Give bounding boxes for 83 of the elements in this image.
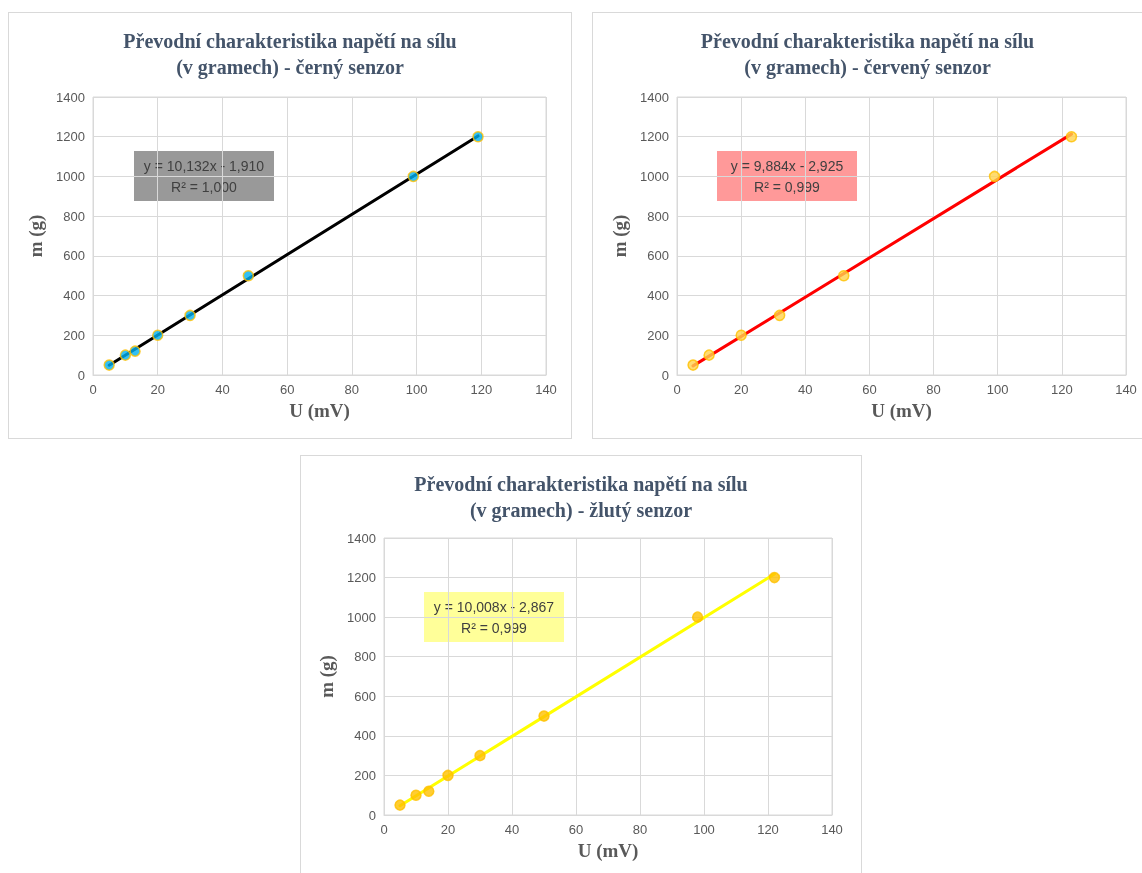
point bbox=[773, 309, 786, 322]
point bbox=[394, 799, 406, 811]
point bbox=[538, 710, 550, 722]
x-tick-label: 0 bbox=[380, 822, 388, 837]
point bbox=[410, 789, 422, 801]
point bbox=[768, 571, 781, 584]
y-axis-title: m (g) bbox=[25, 214, 48, 258]
annotation: y = 9,884x - 2,925 bbox=[730, 157, 844, 174]
point bbox=[691, 611, 704, 623]
y-tick-label: 1200 bbox=[347, 570, 376, 586]
x-tick-label: 80 bbox=[344, 382, 360, 397]
y-tick-label: 600 bbox=[354, 688, 376, 704]
y-tick-label: 0 bbox=[368, 807, 376, 823]
point bbox=[103, 359, 115, 371]
x-tick-label: 100 bbox=[405, 382, 428, 397]
point bbox=[703, 349, 715, 361]
y-tick-label: 1200 bbox=[56, 129, 85, 145]
x-tick-label: 20 bbox=[150, 382, 165, 397]
x-tick-label: 100 bbox=[986, 382, 1009, 397]
x-axis-title: U (mV) bbox=[577, 839, 639, 862]
x-tick-label: 0 bbox=[89, 382, 97, 397]
x-tick-label: 140 bbox=[821, 822, 843, 837]
point bbox=[988, 170, 1001, 183]
y-tick-label: 800 bbox=[354, 649, 376, 665]
x-tick-label: 100 bbox=[693, 822, 715, 837]
point bbox=[407, 170, 420, 183]
y-axis-title: m (g) bbox=[609, 214, 632, 258]
x-tick-label: 0 bbox=[673, 382, 681, 397]
x-tick-label: 120 bbox=[1051, 382, 1073, 397]
y-tick-label: 1000 bbox=[347, 609, 376, 625]
y-tick-label: 200 bbox=[63, 327, 85, 343]
point bbox=[687, 359, 699, 371]
x-tick-label: 120 bbox=[470, 382, 493, 397]
point bbox=[151, 329, 164, 342]
y-tick-label: 400 bbox=[63, 288, 85, 304]
x-tick-label: 80 bbox=[632, 822, 648, 837]
point bbox=[474, 749, 486, 762]
y-tick-label: 400 bbox=[647, 288, 669, 304]
point bbox=[838, 269, 850, 282]
x-tick-label: 60 bbox=[279, 382, 295, 397]
y-tick-label: 1400 bbox=[640, 89, 669, 105]
y-tick-label: 600 bbox=[63, 248, 85, 264]
y-tick-label: 200 bbox=[647, 327, 669, 343]
x-tick-label: 40 bbox=[798, 382, 813, 397]
point bbox=[119, 349, 132, 361]
y-tick-label: 1200 bbox=[640, 129, 669, 145]
x-tick-label: 20 bbox=[440, 822, 456, 837]
y-tick-label: 1000 bbox=[640, 168, 669, 184]
x-tick-label: 60 bbox=[862, 382, 877, 397]
y-tick-label: 1000 bbox=[56, 168, 85, 184]
x-tick-label: 80 bbox=[926, 382, 941, 397]
x-tick-label: 20 bbox=[733, 382, 749, 397]
point bbox=[423, 785, 435, 797]
x-tick-label: 40 bbox=[504, 822, 520, 837]
y-tick-label: 800 bbox=[63, 208, 85, 224]
x-tick-label: 140 bbox=[535, 382, 557, 397]
x-axis-title: U (mV) bbox=[871, 399, 932, 422]
point bbox=[242, 269, 255, 282]
point bbox=[1065, 130, 1078, 143]
point bbox=[735, 329, 747, 342]
point bbox=[472, 130, 484, 143]
y-axis-title: m (g) bbox=[316, 655, 339, 698]
y-tick-label: 200 bbox=[354, 767, 376, 783]
point bbox=[184, 309, 196, 322]
y-tick-label: 800 bbox=[647, 208, 669, 224]
point bbox=[129, 345, 141, 357]
annotation: R² = 0,999 bbox=[754, 178, 821, 195]
point bbox=[442, 769, 454, 782]
annotation: R² = 0,999 bbox=[461, 619, 528, 636]
x-axis-title: U (mV) bbox=[289, 399, 350, 422]
y-tick-label: 1400 bbox=[56, 89, 85, 105]
y-tick-label: 0 bbox=[661, 367, 669, 383]
y-tick-label: 1400 bbox=[347, 530, 376, 546]
x-tick-label: 40 bbox=[215, 382, 230, 397]
chart-title: Převodní charakteristika napětí na sílu (v gramech) - žlutý senzor bbox=[414, 473, 748, 522]
x-tick-label: 60 bbox=[568, 822, 584, 837]
x-tick-label: 120 bbox=[757, 822, 779, 837]
chart-title: Převodní charakteristika napětí na sílu (v gramech) - černý senzor bbox=[123, 30, 457, 79]
x-tick-label: 140 bbox=[1115, 382, 1137, 397]
y-tick-label: 0 bbox=[77, 367, 85, 383]
y-tick-label: 600 bbox=[647, 248, 669, 264]
chart-title: Převodní charakteristika napětí na sílu (v gramech) - červený senzor bbox=[700, 30, 1035, 79]
y-tick-label: 400 bbox=[354, 728, 376, 744]
